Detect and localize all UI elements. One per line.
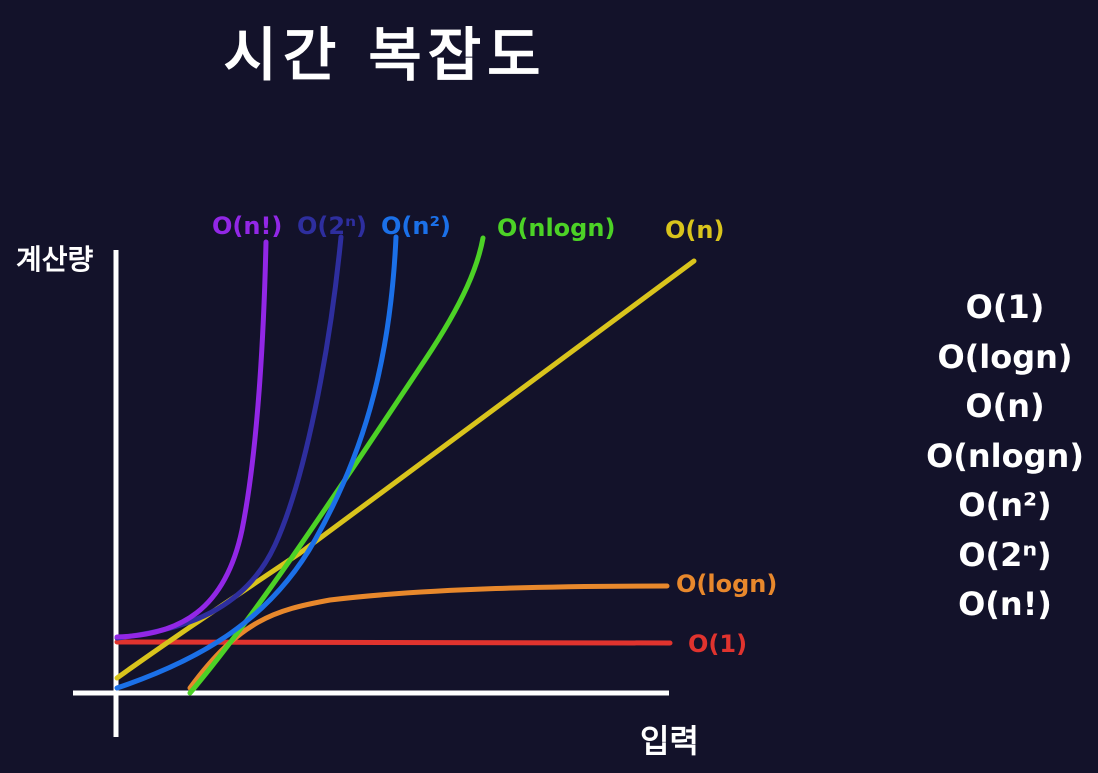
ranking-item: O(n!) [905, 580, 1098, 630]
complexity-ranking-list: O(1) O(logn) O(n) O(nlogn) O(n²) O(2ⁿ) O… [905, 283, 1098, 630]
ranking-item: O(2ⁿ) [905, 531, 1098, 581]
x-axis-label: 입력 [640, 722, 699, 760]
series-label-ologn: O(logn) [676, 570, 777, 598]
series-line-o2n [117, 237, 341, 638]
series-label-on: O(n) [665, 216, 724, 244]
series-line-onlogn [190, 238, 483, 693]
y-axis-label: 계산량 [16, 243, 94, 276]
series-label-o1: O(1) [688, 630, 747, 658]
ranking-item: O(1) [905, 283, 1098, 333]
ranking-item: O(n²) [905, 481, 1098, 531]
series-line-onfact [117, 242, 266, 637]
ranking-item: O(nlogn) [905, 432, 1098, 482]
series-label-on2: O(n²) [381, 212, 451, 240]
series-line-o1 [117, 642, 670, 643]
series-label-onfact: O(n!) [212, 212, 282, 240]
series-label-o2n: O(2ⁿ) [297, 212, 367, 240]
ranking-item: O(logn) [905, 333, 1098, 383]
series-label-onlogn: O(nlogn) [497, 214, 615, 242]
ranking-item: O(n) [905, 382, 1098, 432]
